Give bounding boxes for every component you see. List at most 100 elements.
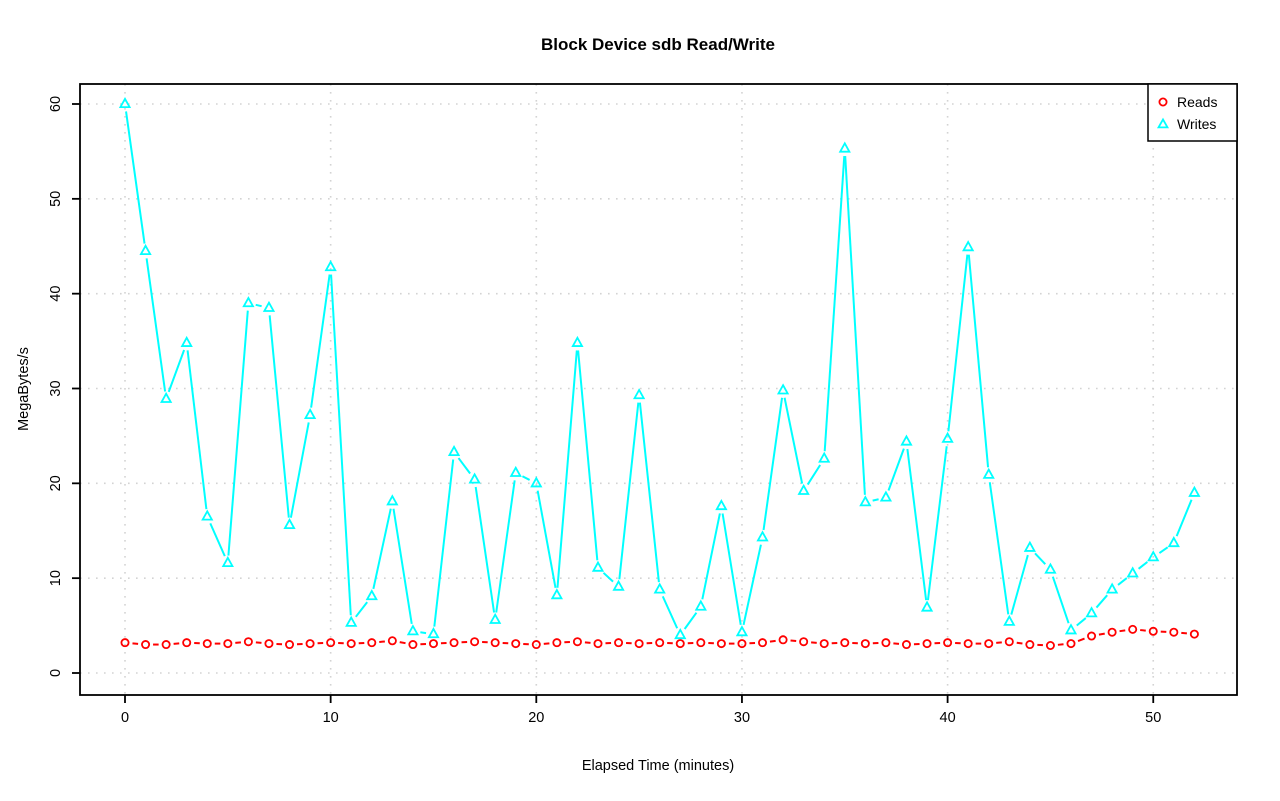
series-segment xyxy=(769,639,776,643)
series-segment xyxy=(762,397,784,531)
reads-point-marker xyxy=(490,638,500,648)
series-segment xyxy=(584,641,591,644)
x-tick-label: 50 xyxy=(1145,710,1161,726)
writes-point-marker xyxy=(242,296,255,308)
reads-point-marker xyxy=(120,638,130,648)
series-segment xyxy=(1057,643,1064,646)
writes-point-marker xyxy=(324,260,337,272)
reads-point-marker xyxy=(614,638,624,648)
series-segment xyxy=(167,349,186,393)
x-tick-label: 0 xyxy=(121,710,129,726)
series-segment xyxy=(1016,641,1023,645)
reads-point-marker xyxy=(552,638,562,648)
reads-point-marker xyxy=(716,639,726,649)
writes-point-marker xyxy=(468,472,481,484)
reads-point-marker xyxy=(511,639,521,649)
series-segment xyxy=(721,513,742,625)
series-segment xyxy=(967,254,990,468)
series-segment xyxy=(823,155,846,452)
series-segment xyxy=(893,642,900,645)
reads-point-marker xyxy=(326,638,336,648)
series-segment xyxy=(310,274,331,408)
series-segment xyxy=(1010,554,1029,615)
reads-point-marker xyxy=(901,640,911,650)
series-segment xyxy=(926,446,948,601)
series-segment xyxy=(806,464,822,486)
series-segment xyxy=(536,490,557,589)
series-segment xyxy=(887,448,905,491)
reads-point-marker xyxy=(593,639,603,649)
writes-point-marker xyxy=(982,467,995,479)
writes-point-marker xyxy=(201,509,214,521)
legend-box xyxy=(1147,83,1238,142)
reads-point-marker xyxy=(758,638,768,648)
series-segment xyxy=(1117,577,1128,586)
series-segment xyxy=(235,641,242,644)
series-segment xyxy=(1175,499,1193,537)
y-tick-label: 60 xyxy=(48,96,64,112)
writes-point-marker xyxy=(920,600,934,612)
writes-point-marker xyxy=(818,451,831,463)
series-segment xyxy=(1077,637,1085,642)
series-layer xyxy=(118,96,1201,650)
writes-point-marker xyxy=(160,391,173,403)
reads-point-marker xyxy=(367,638,377,648)
series-segment xyxy=(289,422,310,518)
y-tick-label: 30 xyxy=(48,380,64,396)
reads-point-marker xyxy=(943,638,953,648)
series-segment xyxy=(1034,552,1047,565)
series-segment xyxy=(683,612,698,630)
series-segment xyxy=(556,350,578,588)
y-tick-label: 50 xyxy=(48,191,64,207)
writes-point-marker xyxy=(180,335,193,347)
writes-point-marker xyxy=(427,627,440,639)
series-segment xyxy=(783,397,804,484)
series-segment xyxy=(186,350,208,510)
series-segment xyxy=(495,480,516,613)
reads-point-marker xyxy=(161,640,171,650)
reads-point-marker xyxy=(840,638,850,648)
writes-point-marker xyxy=(653,582,666,594)
reads-point-marker xyxy=(1045,640,1055,650)
x-tick-label: 40 xyxy=(940,710,956,726)
series-segment xyxy=(268,315,290,518)
series-segment xyxy=(811,641,817,644)
writes-series xyxy=(118,96,1201,640)
series-segment xyxy=(1181,631,1188,635)
writes-point-marker xyxy=(715,499,728,511)
reads-point-marker xyxy=(799,637,809,647)
legend-reads-label: Reads xyxy=(1177,94,1217,110)
writes-point-marker xyxy=(1105,582,1119,594)
series-segment xyxy=(355,601,368,618)
series-segment xyxy=(602,572,614,583)
writes-point-marker xyxy=(530,476,543,488)
writes-point-marker xyxy=(447,444,461,457)
series-segment xyxy=(1119,629,1126,633)
series-segment xyxy=(457,457,471,475)
y-tick-label: 40 xyxy=(48,286,64,302)
reads-point-marker xyxy=(572,637,582,647)
reads-series xyxy=(120,624,1199,650)
series-segment xyxy=(543,642,550,645)
y-axis-title: MegaBytes/s xyxy=(16,347,32,431)
writes-point-marker xyxy=(139,243,152,255)
writes-point-marker xyxy=(365,589,378,601)
series-segment xyxy=(996,641,1002,644)
reads-point-marker xyxy=(223,639,233,649)
reads-point-marker xyxy=(860,639,870,649)
writes-point-marker xyxy=(1023,540,1036,552)
series-segment xyxy=(1095,594,1108,609)
reads-point-marker xyxy=(1107,627,1117,637)
writes-point-marker xyxy=(303,407,317,420)
series-segment xyxy=(790,639,797,643)
reads-point-marker xyxy=(346,639,356,649)
writes-point-marker xyxy=(489,612,502,624)
writes-point-marker xyxy=(612,579,625,591)
reads-point-marker xyxy=(1066,639,1076,649)
writes-point-marker xyxy=(1167,536,1180,548)
reads-point-marker xyxy=(305,639,315,649)
series-segment xyxy=(125,111,146,244)
reads-point-marker xyxy=(1025,640,1035,650)
series-segment xyxy=(255,641,262,644)
writes-point-marker xyxy=(674,628,687,640)
